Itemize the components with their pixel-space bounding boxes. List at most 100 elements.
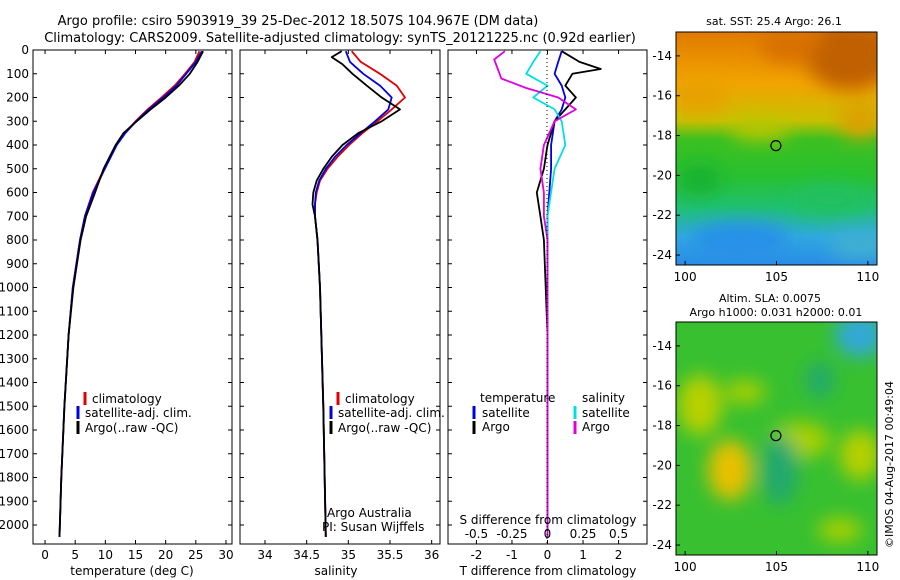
salinity-difference-tick-labels: -0.5 -0.25 0 0.25 0.5 [465, 527, 628, 541]
difference-xlabel: T difference from climatology [459, 564, 637, 578]
depth-tick-label: 100 [6, 67, 29, 81]
depth-tick-label: 1200 [0, 328, 29, 342]
imos-timestamp: ©IMOS 04-Aug-2017 00:49:04 [883, 381, 896, 548]
sst-map-axes: 100 105 110 -14 -16 -18 -20 -22 -24 [652, 49, 879, 284]
x-tick-label: 10 [98, 548, 113, 562]
sst-map-title: sat. SST: 25.4 Argo: 26.1 [706, 15, 842, 28]
lon-tick-label: 110 [856, 270, 879, 284]
x-tick-label: 5 [71, 548, 79, 562]
x-tick-label: 36 [424, 548, 439, 562]
x-tick-label: 34.5 [293, 548, 320, 562]
depth-tick-label: 1100 [0, 304, 29, 318]
salinity-series [311, 50, 406, 537]
salinity-legend: climatology satellite-adj. clim. Argo(..… [322, 392, 445, 534]
depth-tick-label: 2000 [0, 518, 29, 532]
sst-map-patches [676, 32, 877, 259]
series-line-s-argo [493, 50, 577, 537]
depth-tick-label: 1000 [0, 281, 29, 295]
x-tick-label: 25 [188, 548, 203, 562]
legend-heading-salinity: salinity [582, 391, 625, 405]
temperature-legend: climatology satellite-adj. clim. Argo(..… [76, 392, 192, 435]
temperature-panel-frame [32, 49, 233, 545]
legend-label-t-argo: Argo [482, 420, 510, 434]
legend-label-satellite: satellite-adj. clim. [85, 406, 192, 420]
x-tick-label: 15 [128, 548, 143, 562]
sst-argo-location-marker [770, 140, 782, 152]
x-tick-label: 0 [544, 548, 552, 562]
depth-tick-label: 0 [21, 43, 29, 57]
lon-tick-label: 105 [765, 270, 788, 284]
x-tick-label: 34 [257, 548, 272, 562]
depth-tick-label: 1500 [0, 399, 29, 413]
depth-tick-label: 900 [6, 257, 29, 271]
legend-label-climatology: climatology [345, 392, 415, 406]
legend-label-t-satellite: satellite [482, 406, 530, 420]
sla-map-title-line1: Altim. SLA: 0.0075 [719, 292, 821, 305]
depth-tick-label: 800 [6, 233, 29, 247]
depth-tick-label: 600 [6, 186, 29, 200]
lat-tick-label: -16 [652, 379, 672, 393]
lat-tick-label: -18 [652, 129, 672, 143]
lon-tick-label: 100 [674, 560, 697, 574]
sla-map-image [676, 322, 877, 555]
s-diff-tick-label: 0 [544, 527, 552, 541]
x-tick-label: 1 [579, 548, 587, 562]
series-line-climatology [314, 50, 406, 537]
data-source-line1: Argo Australia [327, 506, 412, 520]
depth-tick-label: 1600 [0, 423, 29, 437]
depth-tick-label: 1700 [0, 447, 29, 461]
lon-tick-label: 110 [856, 560, 879, 574]
lat-tick-label: -22 [652, 498, 672, 512]
depth-axis: 0 100 200 300 400 500 600 700 800 900 1000 1100 1200… [0, 43, 647, 532]
x-tick-label: 35.5 [377, 548, 404, 562]
sla-map-axes: 100 105 110 -14 -16 -18 -20 -22 -24 [652, 339, 879, 574]
sla-map-title-line2: Argo h1000: 0.031 h2000: 0.01 [690, 306, 863, 319]
lat-tick-label: -24 [652, 538, 672, 552]
s-diff-tick-label: -0.5 [465, 527, 488, 541]
x-tick-label: -1 [506, 548, 518, 562]
series-line-t-argo [535, 50, 602, 537]
temperature-xlabel: temperature (deg C) [70, 564, 193, 578]
s-diff-tick-label: 0.25 [570, 527, 597, 541]
sst-map-image [676, 32, 877, 265]
sla-map-patches [678, 322, 877, 542]
legend-label-satellite: satellite-adj. clim. [338, 406, 445, 420]
depth-tick-label: 1400 [0, 376, 29, 390]
sla-argo-location-marker [770, 430, 782, 442]
x-tick-label: 35 [341, 548, 356, 562]
depth-tick-label: 200 [6, 91, 29, 105]
difference-x-axis: -2 -1 0 1 2 [470, 50, 622, 562]
series-line-climatology [58, 50, 201, 537]
salinity-panel-frame [239, 49, 441, 545]
lon-tick-label: 105 [765, 560, 788, 574]
lat-tick-label: -20 [652, 168, 672, 182]
legend-label-argo: Argo(..raw -QC) [85, 421, 178, 435]
lon-tick-label: 100 [674, 270, 697, 284]
figure-title-line1: Argo profile: csiro 5903919_39 25-Dec-20… [58, 14, 539, 29]
series-line-s-satellite [525, 50, 567, 537]
depth-tick-label: 1900 [0, 494, 29, 508]
depth-tick-label: 1800 [0, 471, 29, 485]
figure-title-line2: Climatology: CARS2009. Satellite-adjuste… [44, 31, 636, 46]
x-tick-label: 20 [158, 548, 173, 562]
difference-legend: temperature salinity satellite Argo sate… [472, 391, 630, 434]
x-tick-label: 30 [218, 548, 233, 562]
lat-tick-label: -14 [652, 49, 672, 63]
series-line-satellite-adj-clim- [58, 50, 203, 537]
series-line-argo-raw-qc- [311, 50, 401, 537]
salinity-xlabel: salinity [314, 564, 357, 578]
depth-tick-label: 1300 [0, 352, 29, 366]
legend-label-s-argo: Argo [582, 420, 610, 434]
x-tick-label: 0 [41, 548, 49, 562]
temperature-x-axis: 0 5 10 15 20 25 30 [41, 50, 234, 562]
lat-tick-label: -22 [652, 208, 672, 222]
depth-tick-label: 400 [6, 138, 29, 152]
legend-label-climatology: climatology [92, 392, 162, 406]
lat-tick-label: -18 [652, 419, 672, 433]
legend-label-s-satellite: satellite [582, 406, 630, 420]
legend-heading-temperature: temperature [480, 391, 555, 405]
lat-tick-label: -20 [652, 458, 672, 472]
depth-tick-label: 300 [6, 114, 29, 128]
lat-tick-label: -16 [652, 89, 672, 103]
